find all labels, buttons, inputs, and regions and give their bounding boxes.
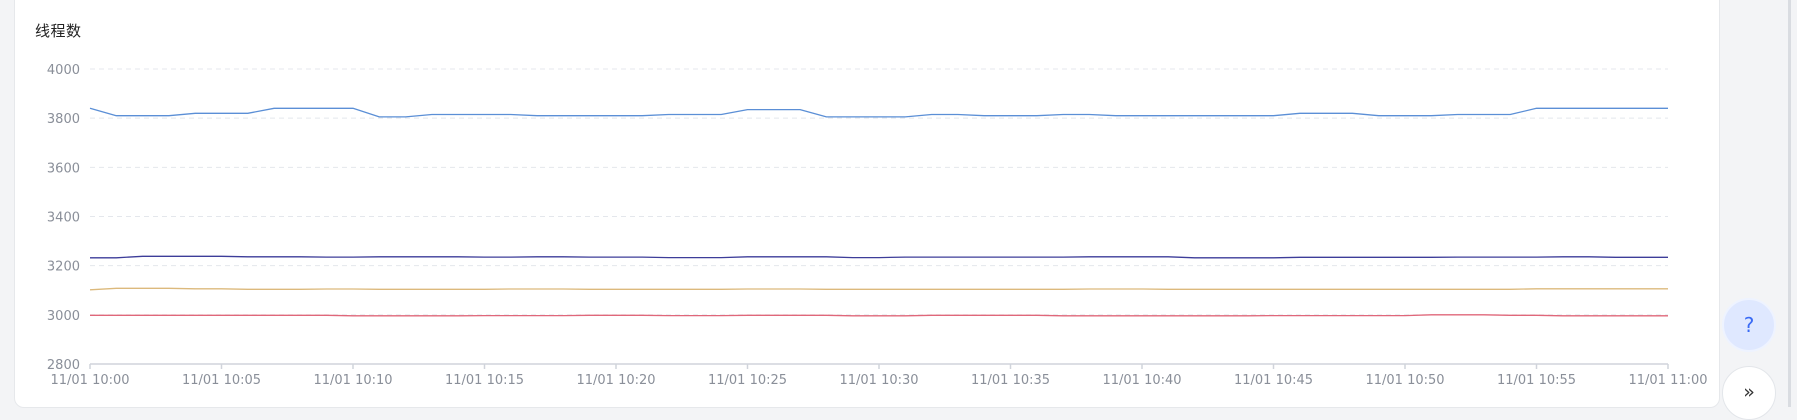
collapse-button[interactable]: » [1722, 366, 1776, 420]
series-line-4 [90, 314, 1668, 317]
x-tick-label: 11/01 10:15 [445, 373, 524, 388]
x-tick-label: 11/01 10:20 [576, 373, 655, 388]
x-tick-label: 11/01 10:25 [708, 373, 787, 388]
thread-count-panel [14, 0, 1720, 408]
series-line-2 [90, 255, 1668, 259]
x-tick-label: 11/01 11:00 [1628, 373, 1707, 388]
x-tick-label: 11/01 10:50 [1365, 373, 1444, 388]
series-line-3 [89, 287, 1668, 291]
y-tick-label: 3200 [47, 260, 80, 275]
x-tick-label: 11/01 10:00 [50, 373, 129, 388]
x-tick-label: 11/01 10:30 [839, 373, 918, 388]
y-tick-label: 2800 [47, 358, 80, 373]
x-tick-label: 11/01 10:05 [182, 373, 261, 388]
series-line-1 [89, 107, 1668, 118]
y-tick-label: 3000 [47, 309, 80, 324]
x-tick-label: 11/01 10:40 [1102, 373, 1181, 388]
y-tick-label: 3400 [47, 211, 80, 226]
y-tick-label: 3800 [47, 112, 80, 127]
y-tick-label: 3600 [47, 161, 80, 176]
y-tick-label: 4000 [47, 63, 80, 78]
x-tick-label: 11/01 10:35 [971, 373, 1050, 388]
x-tick-label: 11/01 10:55 [1497, 373, 1576, 388]
x-tick-label: 11/01 10:10 [313, 373, 392, 388]
page-scrollbar[interactable] [1788, 0, 1791, 407]
help-button[interactable]: ? [1722, 298, 1776, 352]
thread-count-chart: 2800 3000 3200 3400 3600 3800 4000 11/01 10:00 1… [47, 63, 1708, 388]
panel-title: 线程数 [35, 22, 82, 40]
x-tick-label: 11/01 10:45 [1234, 373, 1313, 388]
